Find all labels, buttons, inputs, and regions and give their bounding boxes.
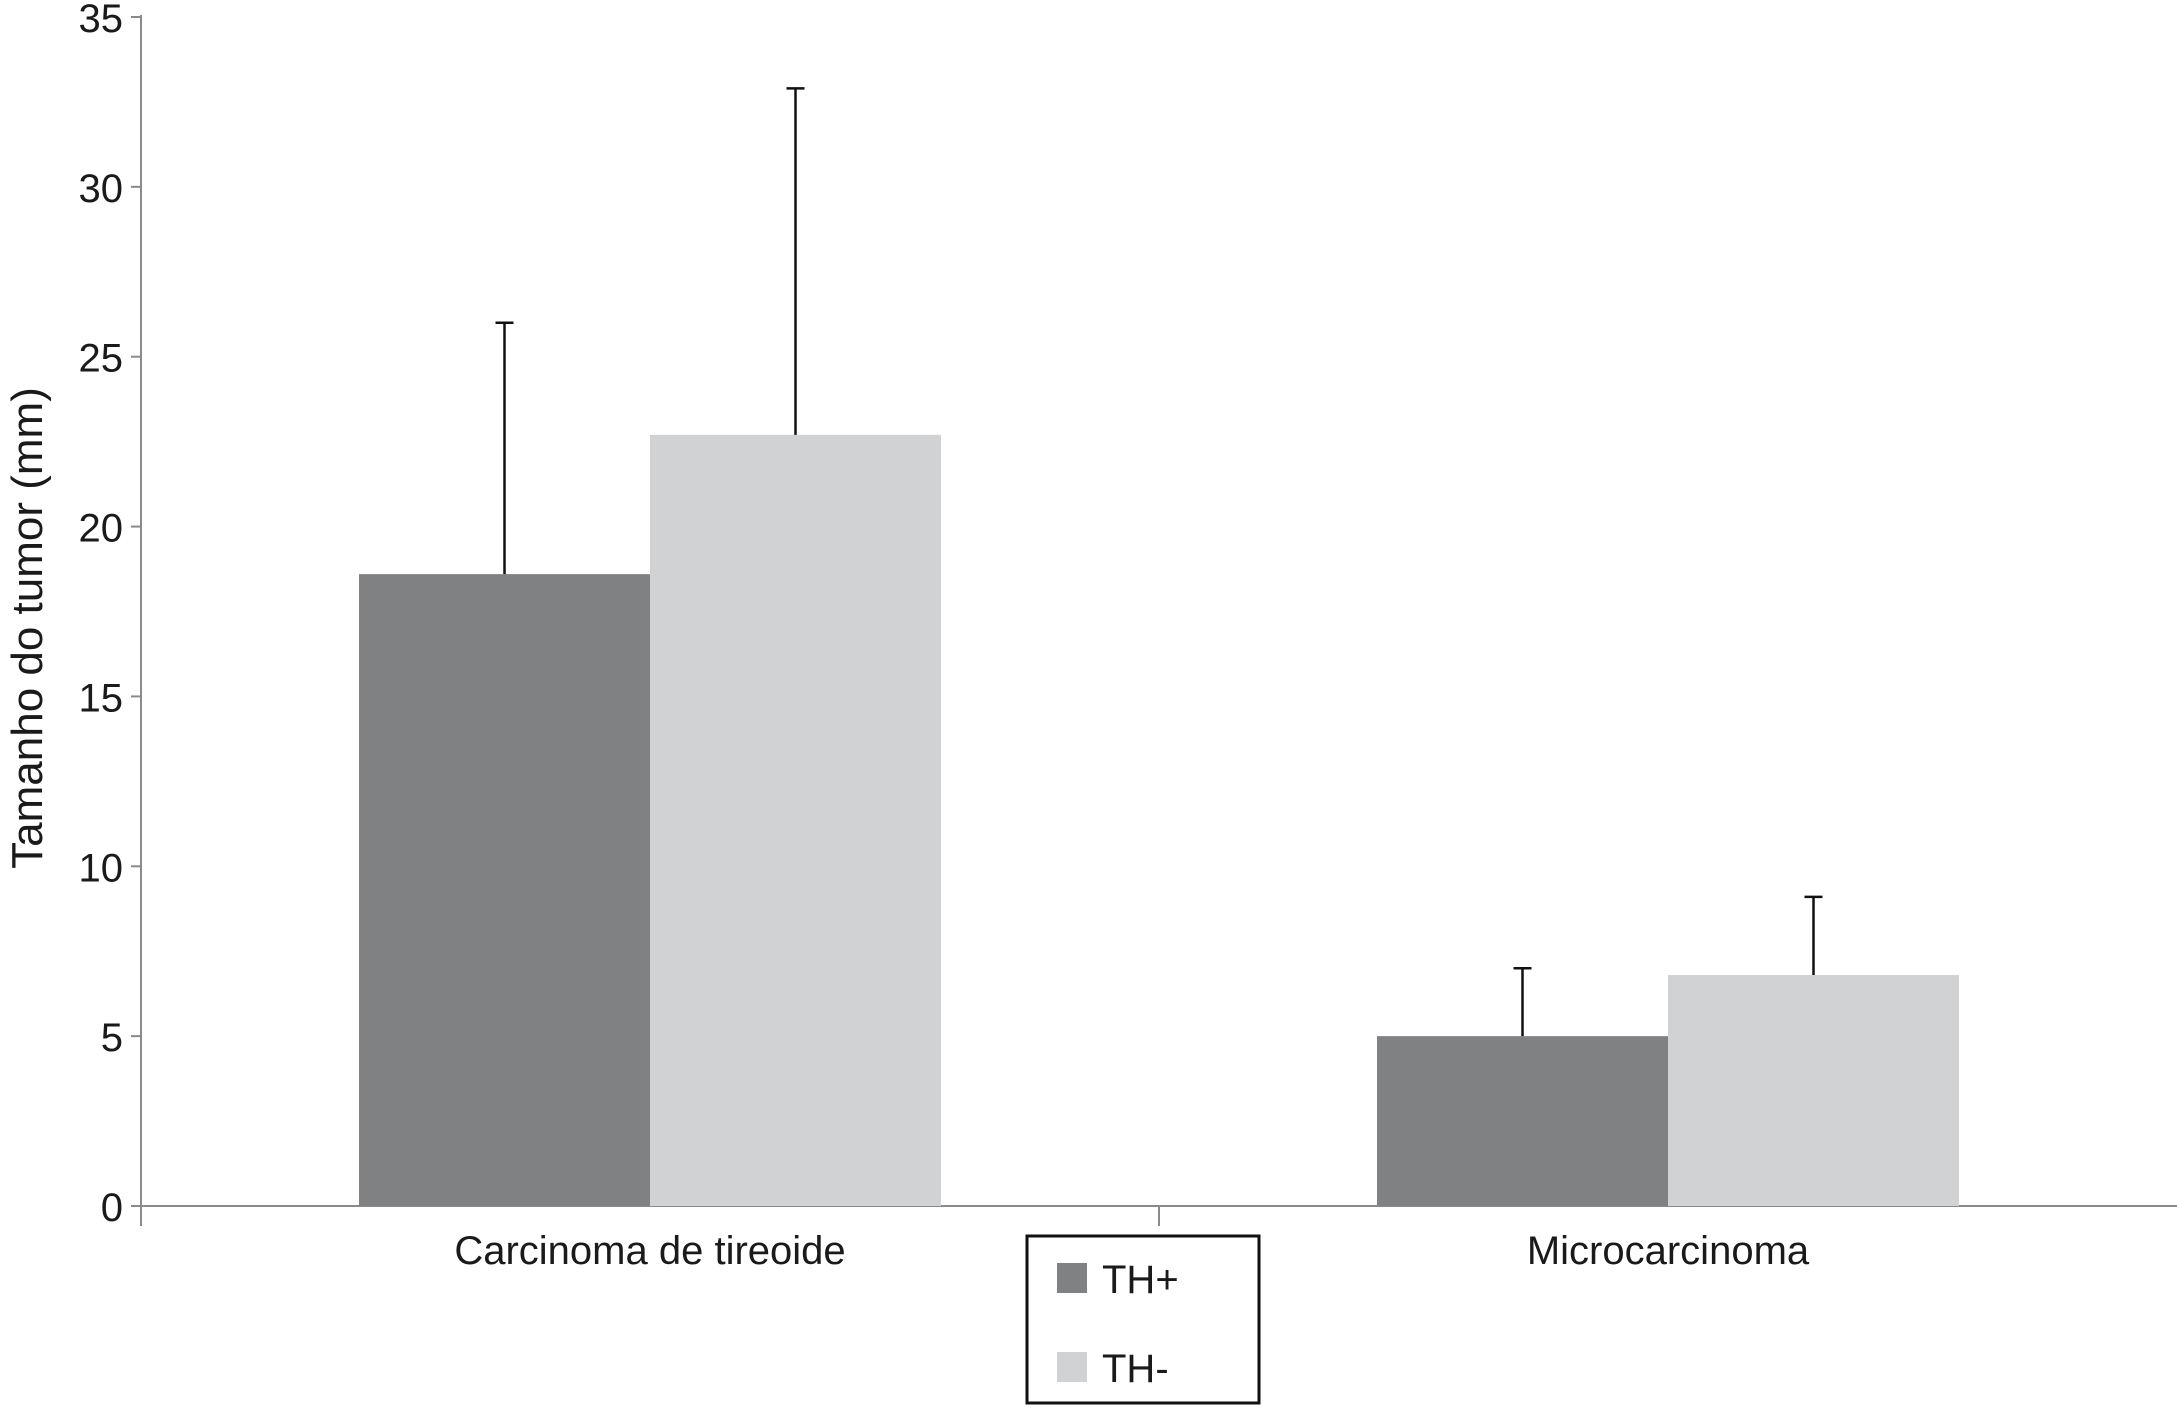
y-tick-label: 15 — [79, 676, 124, 720]
bar-th-minus — [650, 435, 941, 1206]
y-tick-label: 10 — [79, 846, 124, 890]
legend: TH+ TH- — [1027, 1236, 1259, 1403]
legend-label: TH+ — [1102, 1258, 1179, 1302]
bar-th-minus — [1668, 975, 1959, 1206]
y-tick-label: 25 — [79, 337, 124, 381]
y-axis-title: Tamanho do tumor (mm) — [3, 387, 52, 869]
y-tick-label: 35 — [79, 0, 124, 41]
x-category-label: Carcinoma de tireoide — [454, 1229, 845, 1273]
plot-area: 0 5 10 15 20 25 30 35 Carcinoma de tireoide Micro… — [79, 0, 2177, 1273]
bar-th-plus — [1377, 1036, 1668, 1206]
legend-swatch — [1057, 1263, 1087, 1293]
x-category-label: Microcarcinoma — [1527, 1229, 1810, 1273]
bar-th-plus — [359, 574, 650, 1206]
legend-label: TH- — [1102, 1347, 1169, 1391]
y-tick-label: 0 — [101, 1186, 123, 1230]
y-tick-label: 30 — [79, 167, 124, 211]
y-tick-label: 5 — [101, 1016, 123, 1060]
y-tick-label: 20 — [79, 507, 124, 551]
legend-swatch — [1057, 1352, 1087, 1382]
y-axis-title-group: Tamanho do tumor (mm) — [3, 387, 52, 869]
